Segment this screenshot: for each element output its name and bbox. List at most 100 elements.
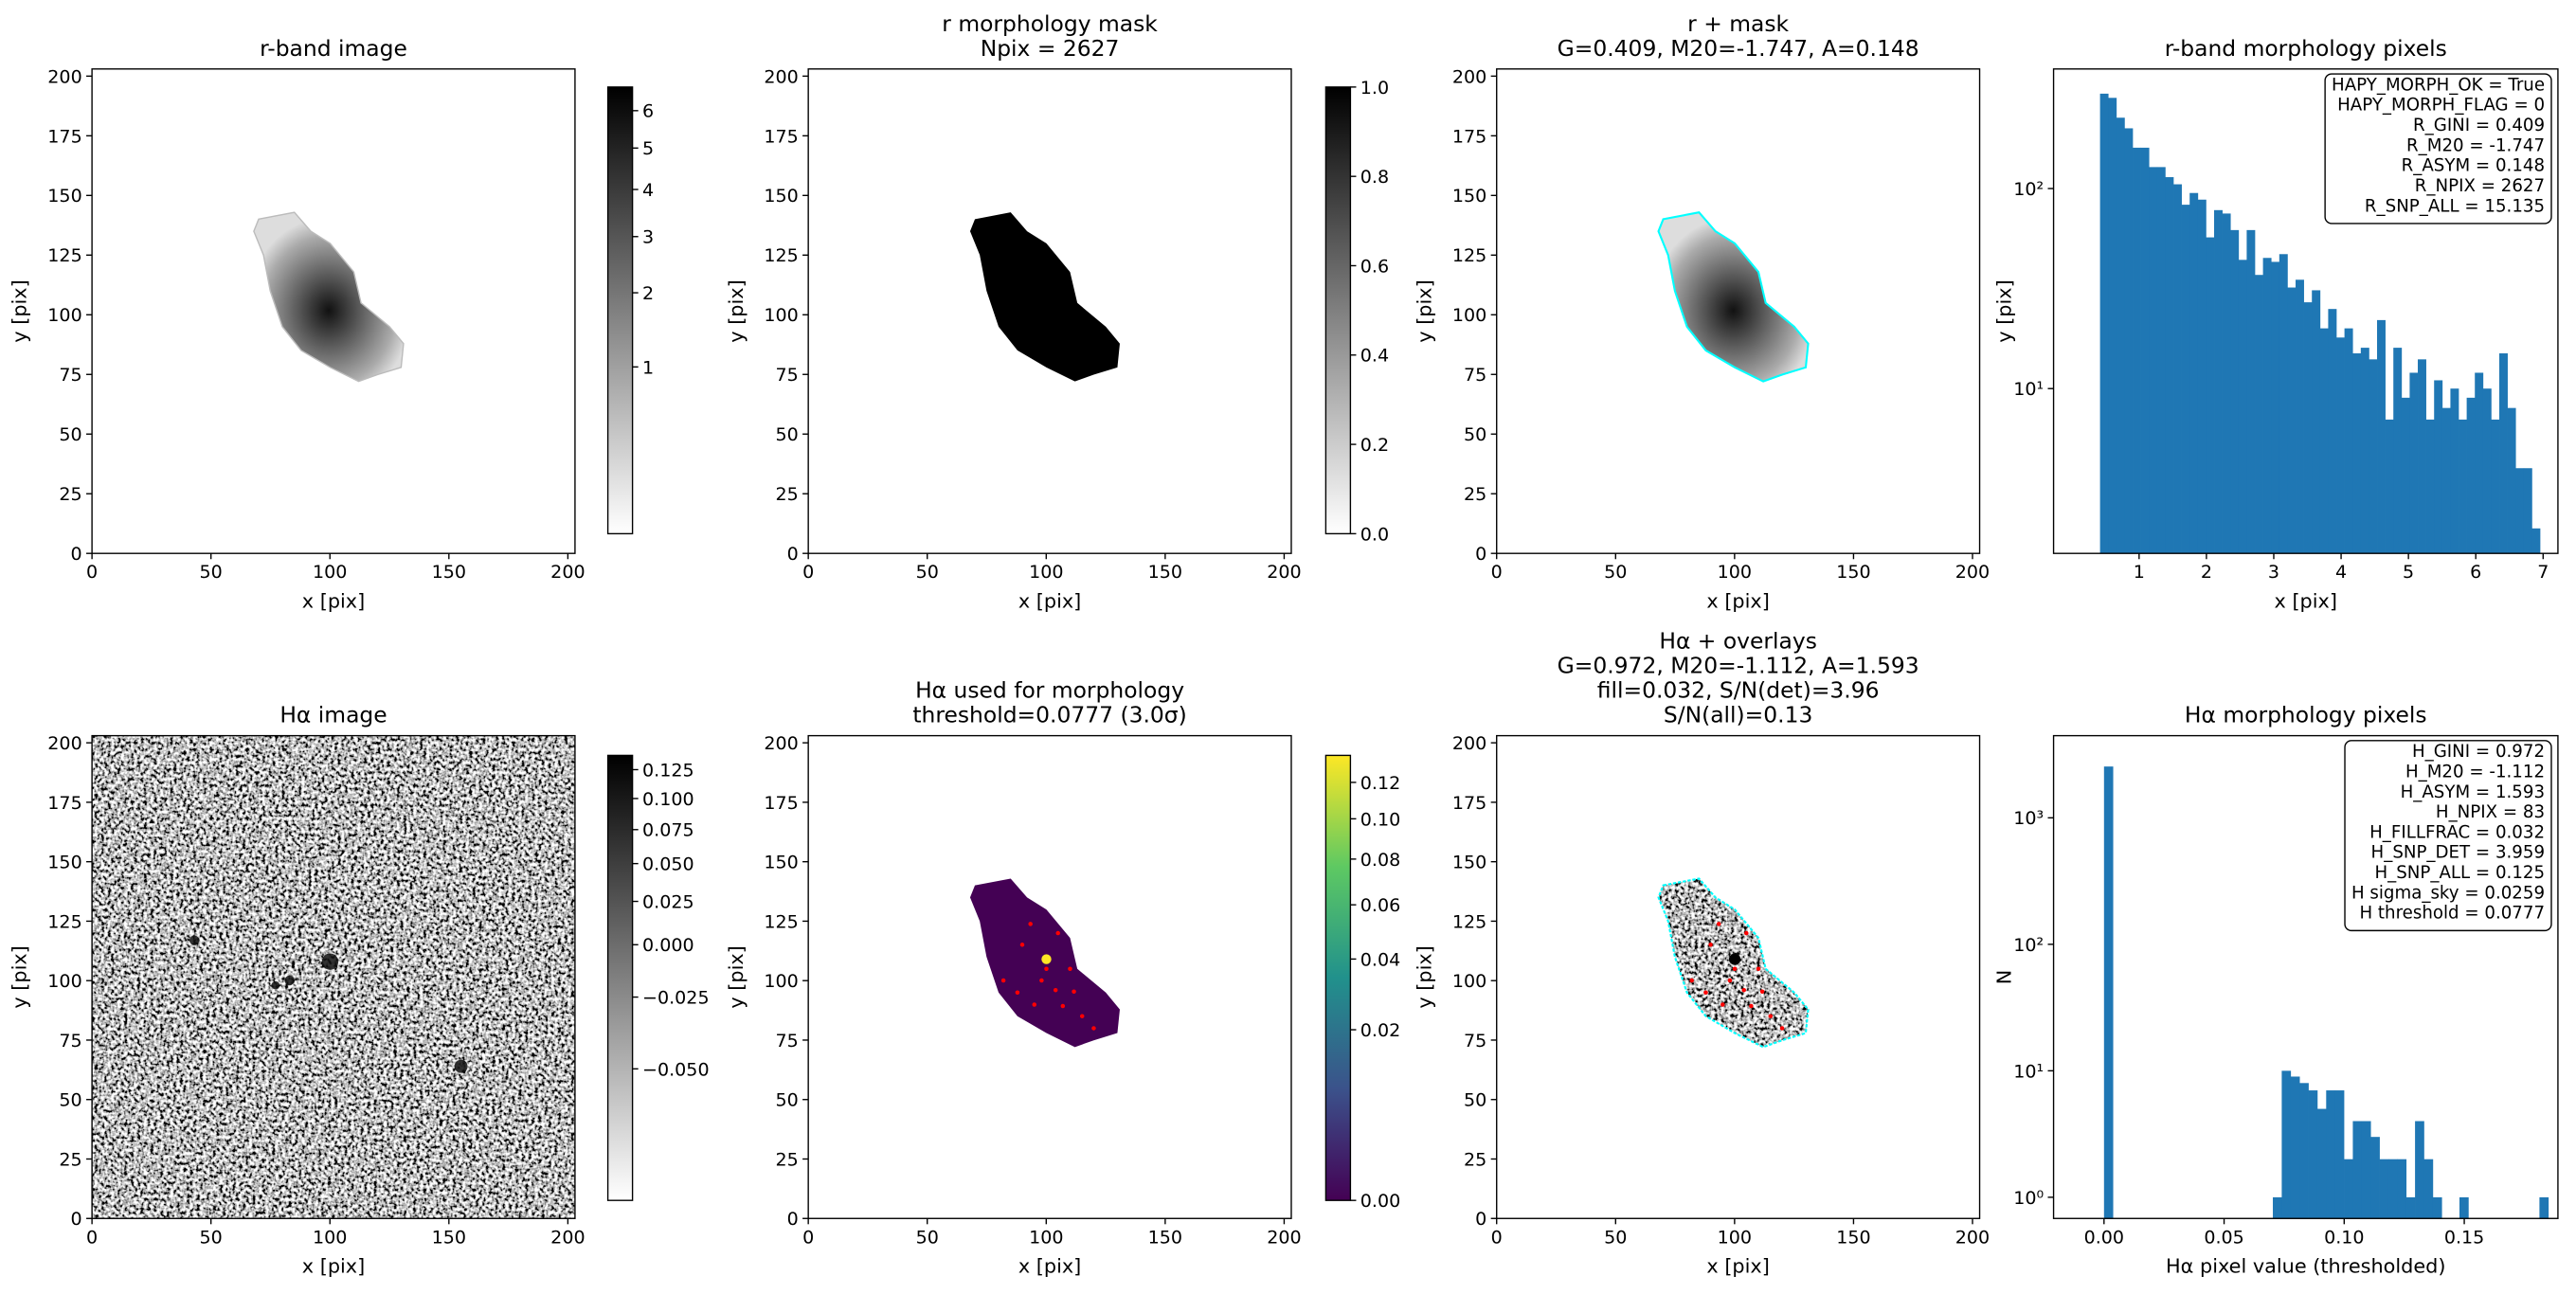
- colorbar-tick-label: 3: [642, 227, 654, 248]
- colorbar-tick-label: 0.00: [1360, 1191, 1400, 1212]
- overlay-marker: [1689, 978, 1694, 983]
- histogram-bar: [2377, 319, 2386, 554]
- y-tick-label: 25: [1464, 1149, 1486, 1170]
- y-tick-label: 50: [59, 1090, 81, 1111]
- y-tick-label: 50: [1464, 424, 1486, 445]
- x-tick-label: 0: [86, 562, 98, 583]
- overlay-marker: [1055, 930, 1060, 936]
- axes-frame: [91, 68, 576, 554]
- x-axis-label: Hα pixel value (thresholded): [2166, 1254, 2445, 1277]
- histogram-bar: [2370, 1137, 2380, 1219]
- y-axis-label: y [pix]: [1992, 279, 2015, 342]
- annotation-line: R_SNP_ALL = 15.135: [2365, 196, 2545, 216]
- histogram-bar: [2206, 237, 2215, 554]
- overlay-marker: [1053, 987, 1058, 993]
- y-tick-label: 150: [764, 186, 798, 207]
- colorbar-tick-label: 0.4: [1360, 346, 1389, 367]
- x-tick-label: 100: [313, 562, 347, 583]
- x-tick-label: 0.05: [2204, 1227, 2243, 1248]
- plot-area: [808, 68, 1291, 554]
- histogram-bar: [2360, 348, 2369, 554]
- y-tick-label: 125: [1452, 911, 1486, 932]
- overlay-marker: [1032, 1002, 1037, 1007]
- panel: Hα image 0 50 100 150 200 0 25 50 75 100 125 150 175 2…: [9, 702, 710, 1278]
- colorbar: [1324, 86, 1352, 535]
- colorbar-tick-label: 0.04: [1360, 949, 1400, 970]
- histogram-bar: [2312, 290, 2321, 554]
- y-tick-label: 25: [59, 484, 81, 505]
- histogram-bar: [2499, 353, 2508, 554]
- overlay-marker: [1708, 943, 1713, 947]
- histogram-bar: [2515, 468, 2525, 554]
- y-tick-label: 200: [47, 733, 81, 754]
- histogram-bar: [2434, 380, 2443, 554]
- y-tick-label: 10¹: [2013, 379, 2044, 400]
- plot-area: [2103, 766, 2549, 1219]
- x-tick-label: 0.10: [2324, 1227, 2364, 1248]
- y-tick-label: 10²: [2013, 935, 2044, 956]
- y-tick-label: 175: [764, 126, 798, 147]
- histogram-bar: [2189, 192, 2199, 554]
- histogram-bar: [2482, 388, 2492, 554]
- y-tick-label: 50: [775, 1090, 798, 1111]
- panel-title: threshold=0.0777 (3.0σ): [912, 702, 1186, 728]
- axes-frame: [807, 734, 1292, 1219]
- histogram-bar: [2344, 328, 2353, 554]
- colorbar-tick-label: 0.0: [1360, 524, 1389, 545]
- colorbar-tick-label: 0.125: [642, 760, 694, 781]
- overlay-marker: [1732, 966, 1738, 972]
- y-tick-label: 150: [47, 186, 81, 207]
- histogram-bar: [2308, 1090, 2318, 1219]
- overlay-marker: [1727, 978, 1733, 983]
- annotation-line: H sigma_sky = 0.0259: [2351, 883, 2545, 903]
- histogram-bar: [2361, 1121, 2371, 1219]
- histogram-bar: [2405, 1196, 2416, 1219]
- y-tick-label: 75: [59, 1031, 81, 1051]
- x-tick-label: 0: [1491, 562, 1503, 583]
- axes-frame: [807, 68, 1292, 554]
- histogram-bar: [2507, 407, 2516, 554]
- x-tick-label: 150: [1836, 562, 1870, 583]
- x-axis-label: x [pix]: [2275, 589, 2337, 612]
- histogram-bar: [2415, 1121, 2424, 1219]
- y-tick-label: 0: [787, 544, 799, 565]
- histogram-bar: [2418, 359, 2426, 554]
- overlay-marker: [1768, 1014, 1774, 1018]
- overlay-marker: [1000, 978, 1006, 983]
- plot-area: [92, 735, 575, 1219]
- histogram-bar: [2290, 1076, 2300, 1219]
- colorbar-tick-label: 0.06: [1360, 895, 1400, 916]
- histogram-bar: [2262, 258, 2272, 554]
- x-tick-label: 50: [916, 1227, 939, 1248]
- y-tick-label: 10²: [2013, 179, 2044, 200]
- histogram-bar: [2303, 302, 2313, 554]
- x-tick-label: 200: [1955, 1227, 1990, 1248]
- annotation-box: [2324, 73, 2552, 225]
- y-tick-label: 100: [47, 971, 81, 992]
- y-tick-label: 25: [775, 484, 798, 505]
- histogram-bar: [2124, 128, 2134, 554]
- colorbar-tick-label: −0.050: [642, 1059, 710, 1080]
- histogram-bar: [2149, 167, 2158, 554]
- colorbar-tick-label: 0.025: [642, 891, 694, 912]
- annotation-line: H threshold = 0.0777: [2359, 904, 2545, 924]
- y-tick-label: 200: [1452, 733, 1486, 754]
- histogram-bar: [2352, 1121, 2363, 1219]
- histogram-bar: [2271, 261, 2280, 554]
- annotation-line: R_M20 = -1.747: [2406, 135, 2545, 155]
- histogram-bar: [2181, 205, 2190, 554]
- y-tick-label: 150: [47, 853, 81, 873]
- annotation-box: [2344, 740, 2552, 932]
- x-tick-label: 50: [916, 562, 939, 583]
- histogram-bar: [2197, 199, 2207, 554]
- source-spot: [284, 975, 295, 986]
- y-tick-label: 75: [775, 1031, 798, 1051]
- histogram-bar: [2401, 397, 2410, 554]
- panel-title: Hα used for morphology: [915, 677, 1184, 704]
- y-axis-label: y [pix]: [725, 945, 748, 1008]
- bright-peak: [1041, 954, 1052, 964]
- histogram-bar: [2379, 1159, 2389, 1219]
